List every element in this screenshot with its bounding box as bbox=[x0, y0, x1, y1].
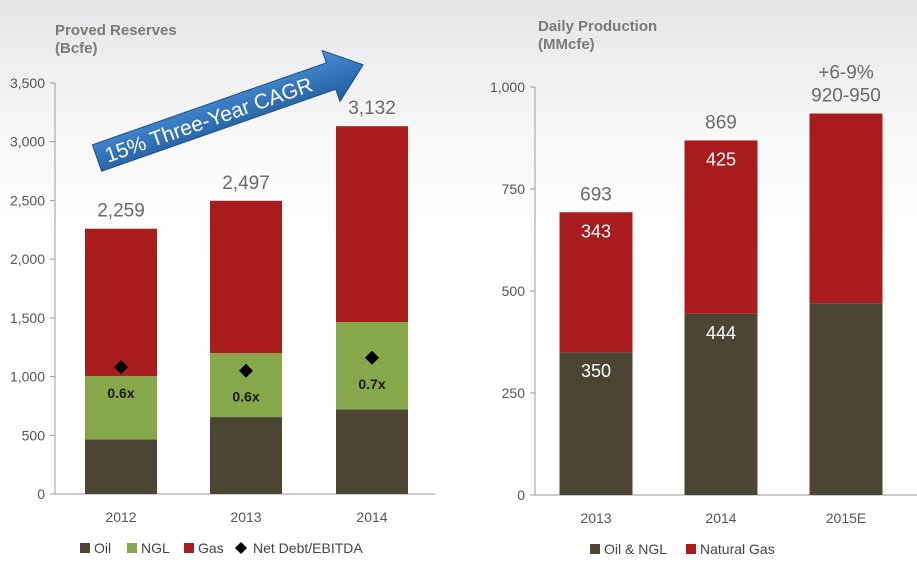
cagr-arrow: 15% Three-Year CAGR bbox=[91, 49, 364, 172]
growth-label: +6-9% bbox=[818, 63, 874, 84]
net-debt-label-2014: 0.7x bbox=[358, 376, 385, 392]
total-label-2014: 869 bbox=[705, 112, 737, 133]
x-tick-label-2015E: 2015E bbox=[826, 510, 866, 526]
total-label-2013: 693 bbox=[580, 184, 612, 205]
segment-label-2014: 444 bbox=[706, 323, 736, 343]
legend-label-net-debt: Net Debt/EBITDA bbox=[253, 540, 363, 556]
bar-ngl-2014 bbox=[336, 321, 408, 410]
legend-diamond-icon bbox=[235, 542, 247, 554]
bar-natural-gas-2015E bbox=[809, 113, 883, 304]
bar-gas-2013 bbox=[210, 200, 282, 354]
left-chart-unit: (Bcfe) bbox=[55, 40, 98, 57]
legend-swatch-oil bbox=[80, 543, 90, 553]
segment-label-2014: 425 bbox=[706, 149, 736, 169]
y-tick-label: 1,500 bbox=[10, 310, 45, 326]
y-tick-label: 0 bbox=[37, 486, 45, 502]
total-label-2014: 3,132 bbox=[348, 98, 396, 119]
total-label-2012: 2,259 bbox=[97, 201, 145, 222]
legend-label-oil-ngl: Oil & NGL bbox=[604, 541, 667, 557]
cagr-arrow-shape bbox=[91, 49, 364, 172]
x-tick-label-2014: 2014 bbox=[356, 509, 387, 525]
segment-label-2013: 343 bbox=[581, 221, 611, 241]
cagr-label: 15% Three-Year CAGR bbox=[102, 73, 316, 167]
net-debt-marker-2013 bbox=[239, 363, 253, 378]
y-tick-label: 0 bbox=[517, 487, 525, 503]
y-tick-label: 500 bbox=[22, 427, 46, 443]
y-tick-label: 1,000 bbox=[490, 79, 525, 95]
bar-ngl-2013 bbox=[210, 353, 282, 418]
bar-oil-2013 bbox=[210, 417, 282, 494]
bar-natural-gas-2014 bbox=[684, 140, 758, 314]
y-tick-label: 2,000 bbox=[10, 251, 45, 267]
y-tick-label: 3,500 bbox=[10, 75, 45, 91]
net-debt-label-2012: 0.6x bbox=[107, 385, 134, 401]
left-legend: Oil NGL Gas Net Debt/EBITDA bbox=[80, 540, 363, 556]
y-tick-label: 250 bbox=[502, 385, 526, 401]
x-tick-label-2012: 2012 bbox=[105, 509, 136, 525]
net-debt-label-2013: 0.6x bbox=[232, 389, 259, 405]
x-tick-label-2014: 2014 bbox=[705, 510, 736, 526]
bar-oil-ngl-2015E bbox=[809, 303, 883, 495]
bar-oil-ngl-2013 bbox=[559, 352, 633, 495]
legend-swatch-gas bbox=[184, 543, 194, 553]
legend-label-oil: Oil bbox=[94, 540, 111, 556]
y-tick-label: 500 bbox=[502, 283, 526, 299]
y-tick-label: 2,500 bbox=[10, 192, 45, 208]
y-tick-label: 3,000 bbox=[10, 134, 45, 150]
bar-gas-2012 bbox=[85, 228, 157, 376]
bar-natural-gas-2013 bbox=[559, 212, 633, 353]
right-chart-unit: (MMcfe) bbox=[538, 36, 595, 53]
bar-oil-2012 bbox=[85, 439, 157, 494]
legend-label-ngl: NGL bbox=[141, 540, 170, 556]
total-label-2015E: 920-950 bbox=[811, 86, 881, 107]
net-debt-marker-2012 bbox=[114, 360, 128, 375]
x-tick-label-2013: 2013 bbox=[580, 510, 611, 526]
right-legend: Oil & NGL Natural Gas bbox=[590, 541, 775, 557]
legend-label-natural-gas: Natural Gas bbox=[700, 541, 775, 557]
bar-oil-2014 bbox=[336, 409, 408, 494]
bar-ngl-2012 bbox=[85, 375, 157, 440]
production-chart: 0 250 500 750 1,000 350 343 693 2013 444 425 869 201… bbox=[490, 63, 917, 526]
legend-swatch-natural-gas bbox=[686, 544, 696, 554]
bar-gas-2014 bbox=[336, 126, 408, 322]
reserves-chart: 0 500 1,000 1,500 2,000 2,500 3,000 3,500 2,259 2… bbox=[10, 75, 435, 525]
x-tick-label-2013: 2013 bbox=[230, 509, 261, 525]
right-chart-title: Daily Production bbox=[538, 18, 657, 35]
y-tick-label: 1,000 bbox=[10, 369, 45, 385]
net-debt-marker-2014 bbox=[365, 350, 379, 365]
legend-label-gas: Gas bbox=[198, 540, 224, 556]
left-chart-title: Proved Reserves bbox=[55, 22, 177, 39]
legend-swatch-ngl bbox=[127, 543, 137, 553]
total-label-2013: 2,497 bbox=[222, 173, 270, 194]
legend-swatch-oil-ngl bbox=[590, 544, 600, 554]
y-tick-label: 750 bbox=[502, 181, 526, 197]
bar-oil-ngl-2014 bbox=[684, 313, 758, 495]
segment-label-2013: 350 bbox=[581, 361, 611, 381]
